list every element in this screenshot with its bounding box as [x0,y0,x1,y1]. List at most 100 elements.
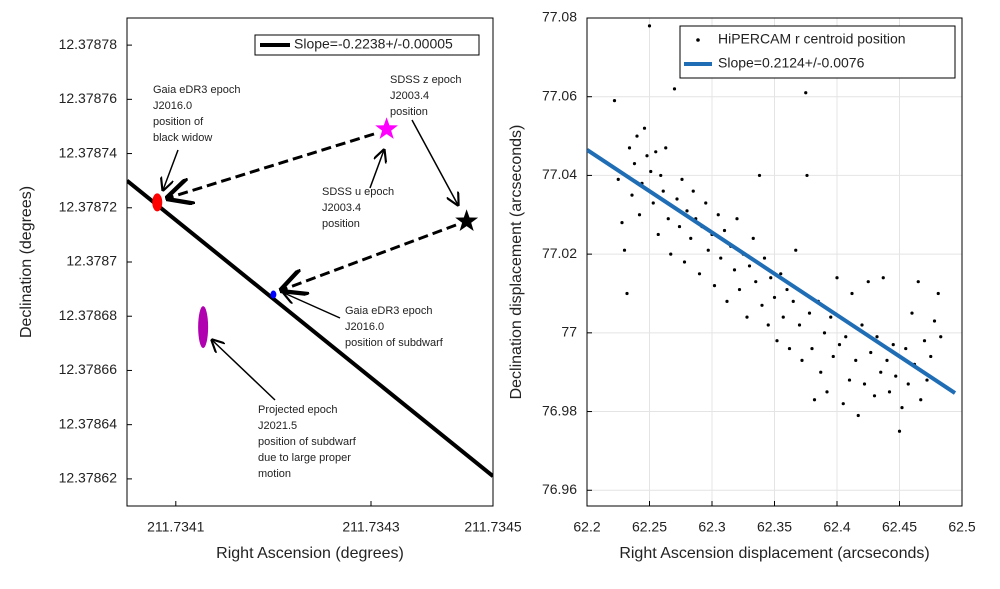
data-point [712,284,717,288]
annotation: position [390,106,428,118]
data-point [627,146,632,150]
data-point [620,221,624,225]
data-point [680,177,684,181]
data-point [666,217,670,221]
data-point [800,358,804,362]
star-marker [375,117,398,139]
data-point [807,311,812,315]
annotation: position of subdwarf [258,436,357,448]
data-point [854,358,858,362]
data-point [677,224,682,229]
data-point [879,370,883,374]
x-tick-label: 62.2 [573,519,600,535]
data-point [805,173,809,178]
annotation: Projected epoch [258,404,338,416]
data-point [775,339,779,343]
y-tick-label: 12.37878 [59,36,118,52]
data-point [656,232,660,237]
data-point [885,358,889,362]
plot-frame [586,17,963,507]
data-point [706,248,710,252]
data-point [754,280,758,284]
y-tick-label: 12.37866 [59,361,118,377]
data-point [866,280,870,284]
y-tick-label: 77.04 [542,166,577,182]
data-point [625,291,629,296]
legend-box [254,34,480,56]
data-point [725,299,729,303]
data-point [747,264,752,268]
data-point [862,382,867,386]
legend-label: HiPERCAM r centroid position [718,31,906,47]
y-axis-label: Declination (degrees) [18,186,35,338]
data-point [672,87,677,91]
ellipse-marker [270,290,277,299]
fit-line [127,179,493,478]
annotation: position of subdwarf [345,337,444,349]
data-point [732,268,737,272]
data-point [875,335,879,339]
data-point [929,354,933,359]
annotation: Gaia eDR3 epoch [153,84,240,96]
data-point [794,248,798,252]
plot-frame [126,17,494,507]
data-point [850,291,854,296]
data-point [900,406,904,410]
ellipse-marker [198,306,209,349]
legend-label: Slope=-0.2238+/-0.00005 [294,36,453,52]
annotation: SDSS z epoch [390,74,462,86]
y-tick-label: 77.08 [542,9,577,25]
data-point [745,315,749,319]
annotation: position [322,218,360,230]
annotation: position of [153,116,204,128]
data-point [762,256,767,260]
data-point [664,146,668,150]
data-point [841,402,845,406]
x-tick-label: 62.4 [823,519,850,535]
x-tick-label: 62.3 [698,519,725,535]
data-point [844,335,848,339]
data-point [925,378,929,382]
annotation: J2021.5 [258,420,297,432]
data-point [612,99,617,103]
data-point [735,217,739,221]
x-tick-label: 211.7343 [342,519,400,535]
data-point [891,343,895,347]
data-point [635,134,639,138]
x-tick-label: 62.45 [882,519,917,535]
data-point [779,272,783,276]
data-point [781,315,785,319]
data-point [904,346,908,351]
y-tick-label: 77 [561,324,577,340]
annotation: J2016.0 [345,321,384,333]
y-tick-label: 77.02 [542,245,577,261]
data-point [632,162,637,166]
x-tick-label: 62.25 [632,519,667,535]
annotation: motion [258,468,291,480]
annotation: J2003.4 [390,90,429,102]
data-point [772,295,777,300]
data-point [769,276,773,280]
data-point [651,201,655,205]
y-axis-label: Declination displacement (arcseconds) [508,125,525,400]
data-point [887,390,892,394]
data-point [860,323,864,327]
data-point [825,390,829,394]
data-point [872,394,877,398]
plot-area [127,117,493,478]
data-point [785,287,789,292]
data-point [812,398,817,402]
data-point [716,213,720,217]
data-point [804,91,808,95]
data-point [894,374,898,378]
data-point [847,378,852,382]
data-point [791,299,795,303]
data-point [856,413,860,418]
legend-box [679,25,956,79]
data-point [616,177,620,181]
arrows [163,119,458,401]
data-point [737,287,742,292]
data-point [766,323,770,327]
star-marker [455,209,479,231]
